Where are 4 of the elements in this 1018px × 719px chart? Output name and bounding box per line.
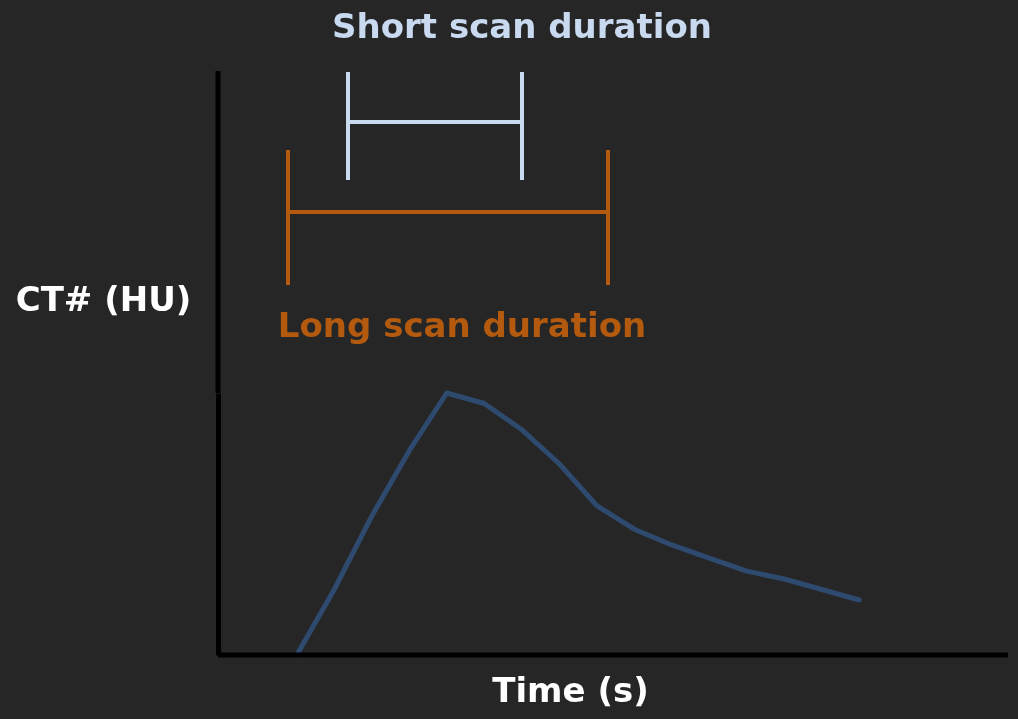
text: Short scan duration	[331, 6, 713, 46]
y-axis-title: CT# (HU)	[15, 278, 192, 319]
text: Long scan duration	[277, 305, 647, 345]
x-axis-title: Time (s)	[492, 669, 649, 710]
